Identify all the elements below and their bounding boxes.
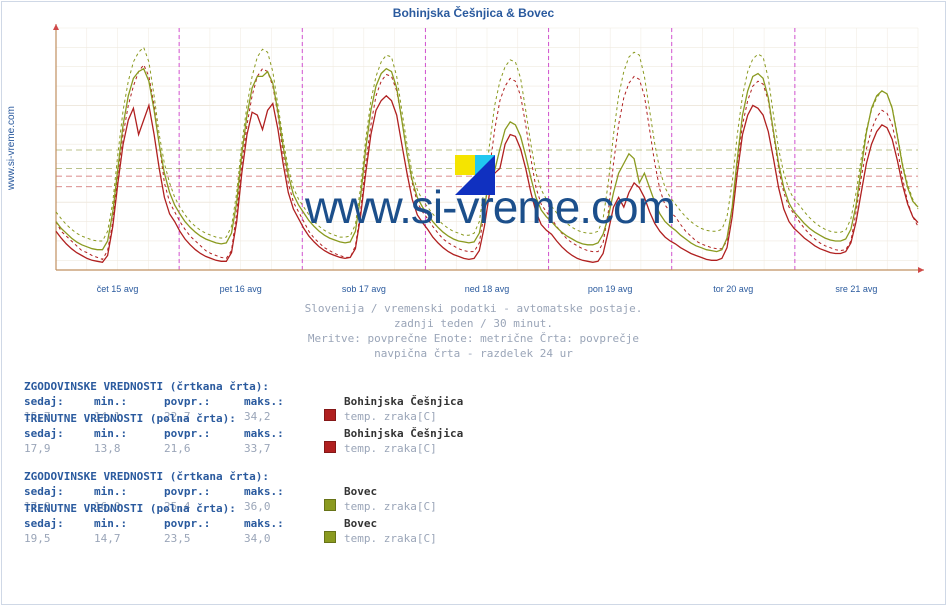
- stat-label: sedaj:: [24, 485, 94, 498]
- stat-label: maks.:: [244, 395, 324, 408]
- x-tick-label: tor 20 avg: [713, 284, 753, 294]
- stat-label: sedaj:: [24, 427, 94, 440]
- series-measure: temp. zraka[C]: [344, 442, 644, 455]
- x-axis-labels: čet 15 avg pet 16 avg sob 17 avg ned 18 avg…: [50, 284, 930, 298]
- stat-value: 23,5: [164, 532, 244, 545]
- subtitle-line: navpična črta - razdelek 24 ur: [0, 347, 947, 362]
- stat-label: povpr.:: [164, 485, 244, 498]
- stat-label: povpr.:: [164, 395, 244, 408]
- subtitle-line: zadnji teden / 30 minut.: [0, 317, 947, 332]
- series-name: Bovec: [344, 485, 644, 498]
- stat-value: 14,7: [94, 532, 164, 545]
- series-measure: temp. zraka[C]: [344, 532, 644, 545]
- legend-swatch-icon: [324, 441, 336, 453]
- stat-label: maks.:: [244, 517, 324, 530]
- stats-header: TRENUTNE VREDNOSTI (polna črta):: [24, 502, 924, 515]
- x-tick-label: sob 17 avg: [342, 284, 386, 294]
- x-tick-label: pet 16 avg: [220, 284, 262, 294]
- stat-value: 19,5: [24, 532, 94, 545]
- x-tick-label: čet 15 avg: [97, 284, 139, 294]
- stat-value: 34,0: [244, 532, 324, 545]
- x-tick-label: sre 21 avg: [835, 284, 877, 294]
- stats-header: ZGODOVINSKE VREDNOSTI (črtkana črta):: [24, 470, 924, 483]
- stat-value: 13,8: [94, 442, 164, 455]
- x-tick-label: ned 18 avg: [465, 284, 510, 294]
- legend-swatch-icon: [324, 531, 336, 543]
- stat-label: min.:: [94, 485, 164, 498]
- stat-label: maks.:: [244, 485, 324, 498]
- chart-title: Bohinjska Češnjica & Bovec: [0, 6, 947, 20]
- line-chart: 2030: [50, 24, 930, 278]
- series-name: Bovec: [344, 517, 644, 530]
- stats-header: TRENUTNE VREDNOSTI (polna črta):: [24, 412, 924, 425]
- x-tick-label: pon 19 avg: [588, 284, 633, 294]
- stat-label: min.:: [94, 517, 164, 530]
- stat-label: povpr.:: [164, 517, 244, 530]
- stat-label: maks.:: [244, 427, 324, 440]
- stat-label: povpr.:: [164, 427, 244, 440]
- stat-label: sedaj:: [24, 517, 94, 530]
- side-url-label: www.si-vreme.com: [6, 106, 17, 190]
- stats-header: ZGODOVINSKE VREDNOSTI (črtkana črta):: [24, 380, 924, 393]
- stats-block-cur-bohinjska: TRENUTNE VREDNOSTI (polna črta): sedaj: …: [24, 412, 924, 456]
- subtitle-line: Slovenija / vremenski podatki - avtomats…: [0, 302, 947, 317]
- stat-value: 21,6: [164, 442, 244, 455]
- stats-block-cur-bovec: TRENUTNE VREDNOSTI (polna črta): sedaj: …: [24, 502, 924, 546]
- subtitle-line: Meritve: povprečne Enote: metrične Črta:…: [0, 332, 947, 347]
- series-name: Bohinjska Češnjica: [344, 427, 644, 440]
- stat-label: min.:: [94, 427, 164, 440]
- stat-value: 17,9: [24, 442, 94, 455]
- stat-label: min.:: [94, 395, 164, 408]
- stat-label: sedaj:: [24, 395, 94, 408]
- series-name: Bohinjska Češnjica: [344, 395, 644, 408]
- stat-value: 33,7: [244, 442, 324, 455]
